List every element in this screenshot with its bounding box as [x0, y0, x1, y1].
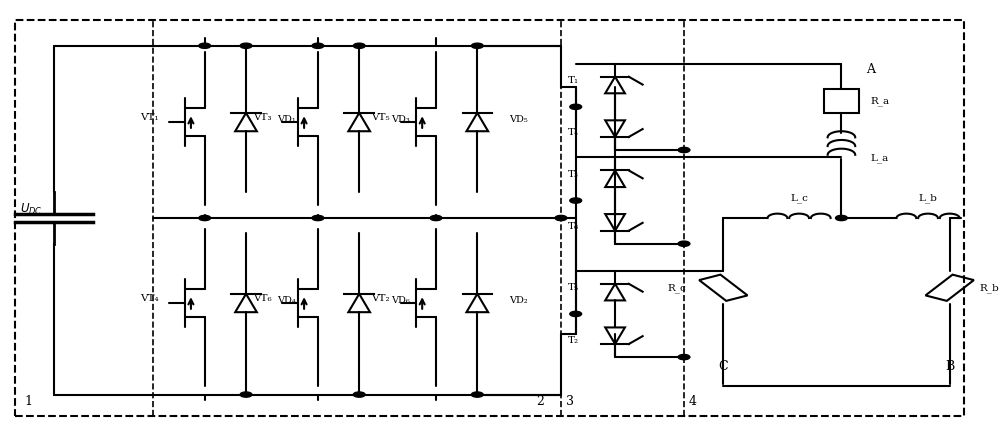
Circle shape	[312, 43, 324, 48]
Circle shape	[430, 215, 442, 221]
Text: VD₁: VD₁	[278, 116, 296, 124]
Text: L_b: L_b	[919, 193, 937, 203]
Circle shape	[570, 198, 582, 203]
Text: T₂: T₂	[568, 336, 579, 344]
Text: VD₃: VD₃	[391, 116, 409, 124]
Text: T₄: T₄	[568, 129, 579, 137]
Text: 1: 1	[25, 395, 33, 408]
Text: T₅: T₅	[568, 283, 579, 292]
Text: VT₁: VT₁	[140, 113, 159, 122]
Text: L_a: L_a	[871, 153, 889, 163]
Circle shape	[199, 215, 211, 221]
Text: T₆: T₆	[568, 222, 579, 231]
Circle shape	[678, 241, 690, 246]
Circle shape	[353, 392, 365, 397]
Text: VT₄: VT₄	[140, 294, 159, 303]
Text: VD₅: VD₅	[509, 116, 528, 124]
Text: A: A	[866, 63, 875, 76]
Text: B: B	[945, 360, 954, 373]
Text: $U_{DC}$: $U_{DC}$	[20, 202, 43, 217]
Text: VD₄: VD₄	[278, 296, 296, 305]
Text: VT₅: VT₅	[372, 113, 390, 122]
Circle shape	[471, 392, 483, 397]
Text: T₁: T₁	[568, 76, 579, 85]
Text: VD₆: VD₆	[391, 296, 410, 305]
Text: R_a: R_a	[871, 96, 890, 106]
Circle shape	[678, 354, 690, 360]
Bar	[925, 275, 974, 301]
Text: 4: 4	[689, 395, 697, 408]
Text: VT₃: VT₃	[254, 113, 272, 122]
Text: 3: 3	[566, 395, 574, 408]
Circle shape	[836, 215, 847, 221]
Circle shape	[555, 215, 567, 221]
Text: T₃: T₃	[568, 170, 579, 179]
Text: L_c: L_c	[790, 193, 808, 203]
Text: R_b: R_b	[979, 283, 999, 293]
Circle shape	[240, 392, 252, 397]
Circle shape	[678, 147, 690, 153]
Text: VD₂: VD₂	[509, 296, 527, 305]
Text: VT₂: VT₂	[372, 294, 390, 303]
Text: VT₆: VT₆	[253, 294, 272, 303]
Circle shape	[570, 311, 582, 317]
Circle shape	[312, 215, 324, 221]
Circle shape	[199, 43, 211, 48]
Circle shape	[570, 104, 582, 109]
Circle shape	[471, 43, 483, 48]
Text: R_c: R_c	[667, 283, 686, 293]
Text: C: C	[719, 360, 728, 373]
Bar	[699, 275, 748, 301]
Text: 2: 2	[536, 395, 544, 408]
Bar	[824, 89, 859, 113]
Circle shape	[353, 43, 365, 48]
Circle shape	[240, 43, 252, 48]
